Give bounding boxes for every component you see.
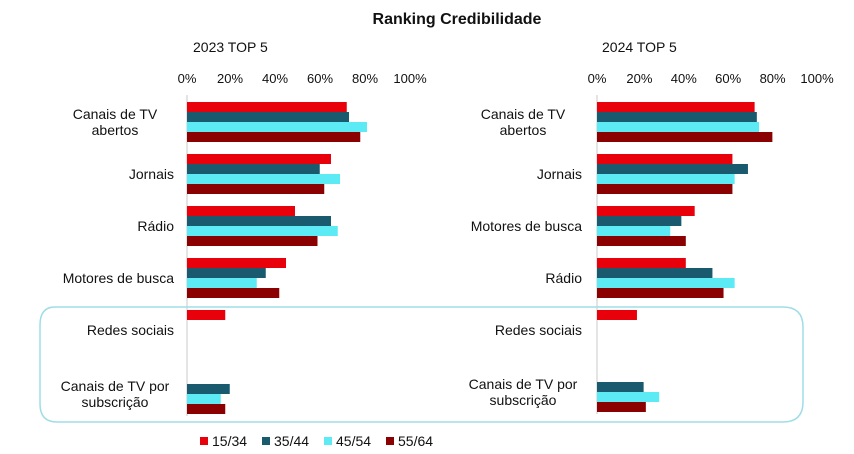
chart-title: Ranking Credibilidade — [373, 11, 542, 28]
bar-canais-de-tv-abertos-45-54 — [187, 122, 367, 132]
category-label: Motores de busca — [471, 218, 582, 234]
category-label: Redes sociais — [495, 322, 582, 338]
bar-jornais-15-34 — [597, 154, 733, 164]
category-label: Rádio — [545, 270, 582, 286]
bar-motores-de-busca-45-54 — [187, 278, 257, 288]
bar-radio-45-54 — [187, 226, 338, 236]
bar-canais-de-tv-por-subscricao-45-54 — [187, 394, 221, 404]
category-label: Canais de TV por subscrição — [61, 378, 170, 410]
bar-motores-de-busca-35-44 — [597, 216, 682, 226]
panel-1: 2023 TOP 5 0% 20% 40% 60% 80% 100% Canais de TV… — [61, 39, 427, 416]
bar-redes-sociais-15-34 — [597, 310, 637, 320]
bar-jornais-15-34 — [187, 154, 331, 164]
x-tick-label: 80% — [760, 71, 786, 86]
bar-canais-de-tv-abertos-15-34 — [597, 102, 755, 112]
category-label: Jornais — [537, 166, 582, 182]
panel-2: 2024 TOP 5 0% 20% 40% 60% 80% 100% Canais de TV… — [469, 39, 834, 414]
category-label: Jornais — [129, 166, 174, 182]
bar-motores-de-busca-45-54 — [597, 226, 671, 236]
bar-motores-de-busca-15-34 — [597, 206, 695, 216]
x-tick-label: 80% — [352, 71, 378, 86]
bar-motores-de-busca-15-34 — [187, 258, 286, 268]
category-label: Motores de busca — [63, 270, 174, 286]
bar-radio-35-44 — [187, 216, 331, 226]
bar-radio-55-64 — [597, 288, 724, 298]
panel-title: 2023 TOP 5 — [193, 39, 268, 55]
category-label: Canais de TV abertos — [73, 106, 158, 138]
x-tick-label: 60% — [307, 71, 333, 86]
bar-canais-de-tv-por-subscricao-35-44 — [597, 382, 644, 392]
bar-canais-de-tv-abertos-45-54 — [597, 122, 760, 132]
legend-swatch-45-54 — [324, 437, 332, 445]
bar-jornais-35-44 — [597, 164, 748, 174]
category-label: Rádio — [137, 218, 174, 234]
bar-canais-de-tv-abertos-15-34 — [187, 102, 347, 112]
legend: 15/34 35/44 45/54 55/64 — [200, 433, 433, 449]
bar-canais-de-tv-por-subscricao-55-64 — [597, 402, 646, 412]
bar-radio-55-64 — [187, 236, 318, 246]
legend-label: 35/44 — [274, 433, 309, 449]
x-tick-label: 40% — [671, 71, 697, 86]
bar-jornais-45-54 — [597, 174, 735, 184]
bar-canais-de-tv-abertos-55-64 — [597, 132, 773, 142]
legend-swatch-55-64 — [386, 437, 394, 445]
bar-jornais-35-44 — [187, 164, 320, 174]
x-tick-label: 100% — [800, 71, 834, 86]
bar-motores-de-busca-55-64 — [187, 288, 280, 298]
bar-redes-sociais-15-34 — [187, 310, 226, 320]
legend-swatch-35-44 — [262, 437, 270, 445]
bar-jornais-45-54 — [187, 174, 340, 184]
bar-canais-de-tv-por-subscricao-55-64 — [187, 404, 226, 414]
x-tick-label: 20% — [626, 71, 652, 86]
legend-label: 55/64 — [398, 433, 433, 449]
category-label: Redes sociais — [87, 322, 174, 338]
x-tick-label: 40% — [262, 71, 288, 86]
bar-canais-de-tv-abertos-35-44 — [187, 112, 349, 122]
category-label: Canais de TV por subscrição — [469, 376, 578, 408]
panel-title: 2024 TOP 5 — [602, 39, 677, 55]
bar-canais-de-tv-por-subscricao-45-54 — [597, 392, 660, 402]
bar-radio-15-34 — [187, 206, 295, 216]
legend-label: 15/34 — [212, 433, 247, 449]
x-tick-label: 100% — [393, 71, 427, 86]
legend-label: 45/54 — [336, 433, 371, 449]
x-tick-label: 0% — [588, 71, 607, 86]
x-tick-label: 0% — [178, 71, 197, 86]
bar-canais-de-tv-por-subscricao-35-44 — [187, 384, 230, 394]
bar-jornais-55-64 — [597, 184, 733, 194]
legend-swatch-15-34 — [200, 437, 208, 445]
bar-radio-15-34 — [597, 258, 686, 268]
bar-motores-de-busca-35-44 — [187, 268, 266, 278]
bar-motores-de-busca-55-64 — [597, 236, 686, 246]
x-tick-label: 20% — [217, 71, 243, 86]
bar-jornais-55-64 — [187, 184, 325, 194]
highlight-frame — [39, 306, 804, 423]
bar-canais-de-tv-abertos-55-64 — [187, 132, 361, 142]
bar-radio-35-44 — [597, 268, 713, 278]
bar-radio-45-54 — [597, 278, 735, 288]
bar-canais-de-tv-abertos-35-44 — [597, 112, 757, 122]
x-tick-label: 60% — [715, 71, 741, 86]
category-label: Canais de TV abertos — [481, 106, 566, 138]
